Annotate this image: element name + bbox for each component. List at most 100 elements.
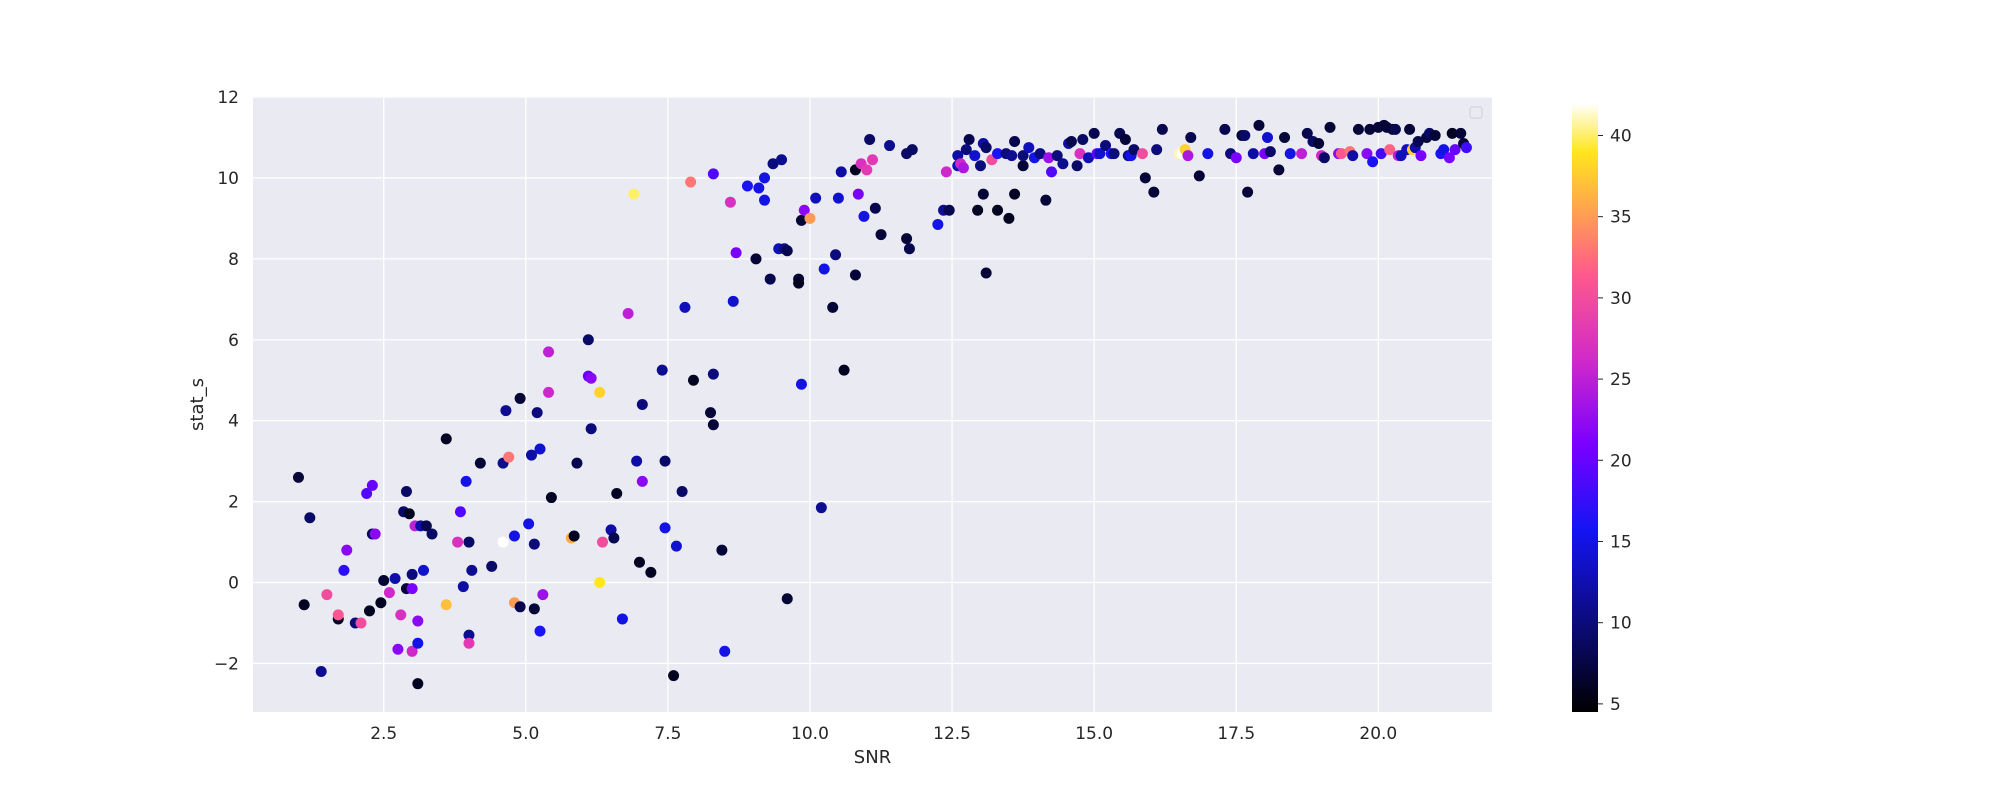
- data-point: [1034, 148, 1046, 160]
- data-point: [622, 307, 634, 319]
- data-point: [597, 536, 609, 548]
- data-point: [730, 247, 742, 259]
- data-point: [656, 364, 668, 376]
- data-point: [1193, 170, 1205, 182]
- data-point: [392, 643, 404, 655]
- data-point: [292, 471, 304, 483]
- data-point: [727, 295, 739, 307]
- data-point: [827, 301, 839, 313]
- data-point: [776, 154, 788, 166]
- data-point: [1296, 148, 1308, 160]
- data-point: [992, 204, 1004, 216]
- x-axis-label: SNR: [854, 747, 891, 768]
- data-point: [972, 204, 984, 216]
- colorbar-tick-label: 15: [1610, 532, 1632, 552]
- data-point: [1071, 160, 1083, 172]
- data-point: [1108, 148, 1120, 160]
- data-point: [875, 229, 887, 241]
- data-point: [406, 583, 418, 595]
- data-point: [1182, 150, 1194, 162]
- data-point: [633, 556, 645, 568]
- data-point: [460, 475, 472, 487]
- colorbar-tick-label: 5: [1610, 695, 1621, 715]
- data-point: [1247, 148, 1259, 160]
- data-point: [861, 164, 873, 176]
- grid-lines: [253, 96, 1492, 712]
- data-point: [454, 506, 466, 518]
- data-point: [1384, 144, 1396, 156]
- data-point: [1335, 148, 1347, 160]
- data-point: [631, 455, 643, 467]
- data-point: [707, 419, 719, 431]
- data-point: [767, 158, 779, 170]
- x-tick-label: 17.5: [1217, 724, 1255, 744]
- legend-box: [1469, 106, 1483, 119]
- data-point: [1318, 152, 1330, 164]
- y-axis-ticks: −2 0 2 4 6 8 10 12: [214, 88, 239, 674]
- data-point: [514, 392, 526, 404]
- data-point: [412, 615, 424, 627]
- data-point: [1139, 172, 1151, 184]
- data-point: [1438, 144, 1450, 156]
- data-point: [764, 273, 776, 285]
- data-point: [969, 150, 981, 162]
- data-point: [1273, 164, 1285, 176]
- data-point: [332, 609, 344, 621]
- data-point: [361, 488, 373, 500]
- data-point: [418, 564, 430, 576]
- data-point: [679, 301, 691, 313]
- colorbar: [1572, 103, 1598, 712]
- y-tick-label: −2: [214, 654, 239, 674]
- data-point: [705, 407, 717, 419]
- data-point: [1057, 158, 1069, 170]
- data-point: [1156, 123, 1168, 135]
- x-tick-label: 2.5: [370, 724, 397, 744]
- x-tick-label: 20.0: [1359, 724, 1397, 744]
- data-point: [901, 233, 913, 245]
- data-point: [1324, 121, 1336, 133]
- data-point: [400, 485, 412, 497]
- data-point: [321, 589, 333, 601]
- data-point: [543, 346, 555, 358]
- plot-background: [253, 97, 1492, 712]
- data-point: [832, 192, 844, 204]
- data-point: [795, 214, 807, 226]
- y-tick-label: 0: [228, 574, 239, 594]
- data-point: [957, 162, 969, 174]
- data-point: [463, 637, 475, 649]
- data-point: [903, 243, 915, 255]
- data-point: [687, 374, 699, 386]
- data-point: [1202, 148, 1214, 160]
- data-point: [1151, 144, 1163, 156]
- data-point: [1375, 148, 1387, 160]
- data-point: [1446, 127, 1458, 139]
- data-point: [992, 148, 1004, 160]
- data-point: [932, 218, 944, 230]
- data-point: [1361, 148, 1373, 160]
- data-point: [304, 512, 316, 524]
- y-tick-label: 8: [228, 250, 239, 270]
- data-point: [426, 528, 438, 540]
- data-point: [375, 597, 387, 609]
- data-point: [1136, 148, 1148, 160]
- data-point: [1347, 150, 1359, 162]
- data-point: [818, 263, 830, 275]
- y-tick-label: 10: [217, 169, 239, 189]
- data-point: [798, 204, 810, 216]
- data-point: [795, 378, 807, 390]
- data-point: [960, 144, 972, 156]
- x-tick-label: 5.0: [512, 724, 539, 744]
- x-tick-label: 10.0: [791, 724, 829, 744]
- data-point: [867, 154, 878, 166]
- data-point: [1185, 131, 1197, 143]
- data-point: [1003, 212, 1015, 224]
- data-point: [636, 475, 648, 487]
- data-point: [1301, 127, 1313, 139]
- data-point: [852, 188, 864, 200]
- data-point: [884, 140, 896, 152]
- data-point: [1443, 152, 1455, 164]
- data-point: [474, 457, 486, 469]
- data-point: [974, 160, 986, 172]
- data-point: [1415, 150, 1427, 162]
- data-point: [759, 172, 771, 184]
